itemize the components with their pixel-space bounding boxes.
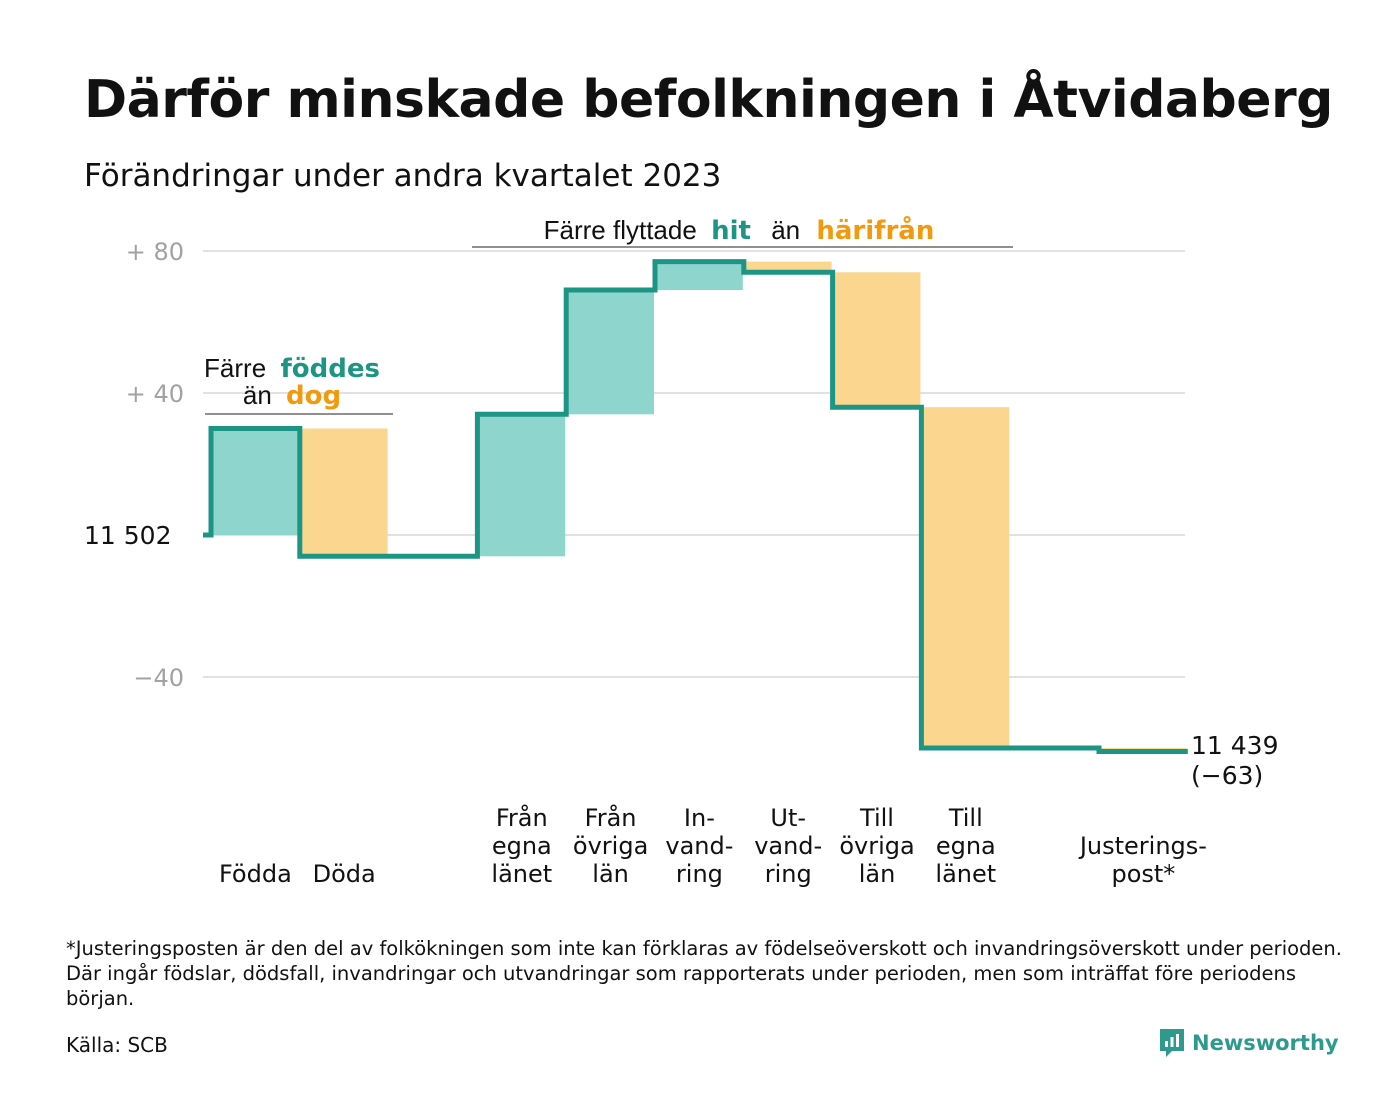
svg-text:än dog: än dog: [243, 380, 341, 411]
migration-annotation: Färre flyttade hit än härifrån: [472, 214, 1013, 248]
annotation-text: än: [771, 215, 800, 245]
y-tick-label: + 80: [126, 238, 184, 266]
y-tick-labels: + 80 + 40 −40: [126, 238, 184, 692]
newsworthy-logo-icon: [1160, 1029, 1184, 1057]
category-label: län: [592, 860, 629, 888]
category-label: länet: [491, 860, 552, 888]
annotation-highlight-harifran: härifrån: [816, 214, 934, 246]
waterfall-bar: [477, 414, 566, 557]
category-label: Justerings-: [1078, 832, 1207, 860]
brand-name: Newsworthy: [1192, 1031, 1339, 1055]
waterfall-bar: [743, 261, 832, 273]
category-label: egna: [936, 832, 996, 860]
category-label: Ut-: [770, 804, 806, 832]
category-label: Till: [859, 804, 894, 832]
waterfall-bar: [299, 428, 388, 557]
brand-logo: Newsworthy: [1158, 1027, 1339, 1059]
end-value-label: 11 439: [1191, 731, 1278, 760]
waterfall-bar: [921, 407, 1010, 748]
chart-subtitle: Förändringar under andra kvartalet 2023: [84, 158, 722, 194]
waterfall-chart: + 80+ 40−40 Födda DödaFrånegnalänetFrånöv…: [84, 214, 1278, 888]
category-label: Från: [496, 803, 548, 832]
category-label: Födda: [219, 860, 292, 888]
y-tick-label: + 40: [126, 380, 184, 408]
births-deaths-annotation: Färre föddes än dog: [204, 353, 393, 415]
category-label: övriga: [573, 832, 648, 860]
category-label: ring: [676, 860, 723, 888]
waterfall-bar: [211, 428, 299, 535]
waterfall-bar: [655, 261, 743, 291]
category-label: övriga: [839, 832, 914, 860]
category-label: ring: [765, 860, 812, 888]
category-label: In-: [684, 804, 715, 832]
category-label: Döda: [313, 860, 376, 888]
category-labels: Födda DödaFrånegnalänetFrånövrigalänIn-va…: [219, 803, 1207, 888]
annotation-highlight-died: dog: [286, 381, 341, 411]
category-label: vand-: [754, 832, 822, 860]
category-label: län: [859, 860, 896, 888]
category-label: post*: [1111, 860, 1175, 888]
annotation-text: Färre: [204, 353, 266, 383]
end-change-label: (−63): [1191, 761, 1263, 790]
footnote: *Justeringsposten är den del av folkökni…: [66, 937, 1342, 1010]
category-label: egna: [492, 832, 552, 860]
annotation-text: Färre flyttade: [544, 215, 697, 245]
svg-text:Färre föddes: Färre föddes: [204, 353, 380, 384]
category-label: Till: [948, 804, 983, 832]
source-credit: Källa: SCB: [66, 1033, 168, 1057]
annotation-text: än: [243, 380, 272, 410]
y-tick-label: −40: [133, 664, 184, 692]
start-value-label: 11 502: [84, 521, 171, 550]
waterfall-bar: [566, 290, 654, 415]
waterfall-bar: [832, 272, 921, 408]
category-label: vand-: [665, 832, 733, 860]
waterfall-bars: [211, 261, 1187, 752]
svg-text:Färre flyttade hit: Färre flyttade hit än härifrån: [544, 214, 935, 246]
annotation-highlight-born: föddes: [280, 354, 380, 384]
category-label: länet: [935, 860, 996, 888]
chart-title: Därför minskade befolkningen i Åtvidaber…: [84, 70, 1333, 130]
annotation-highlight-hit: hit: [711, 216, 751, 246]
category-label: Från: [585, 803, 637, 832]
running-total-line: [203, 259, 1188, 755]
